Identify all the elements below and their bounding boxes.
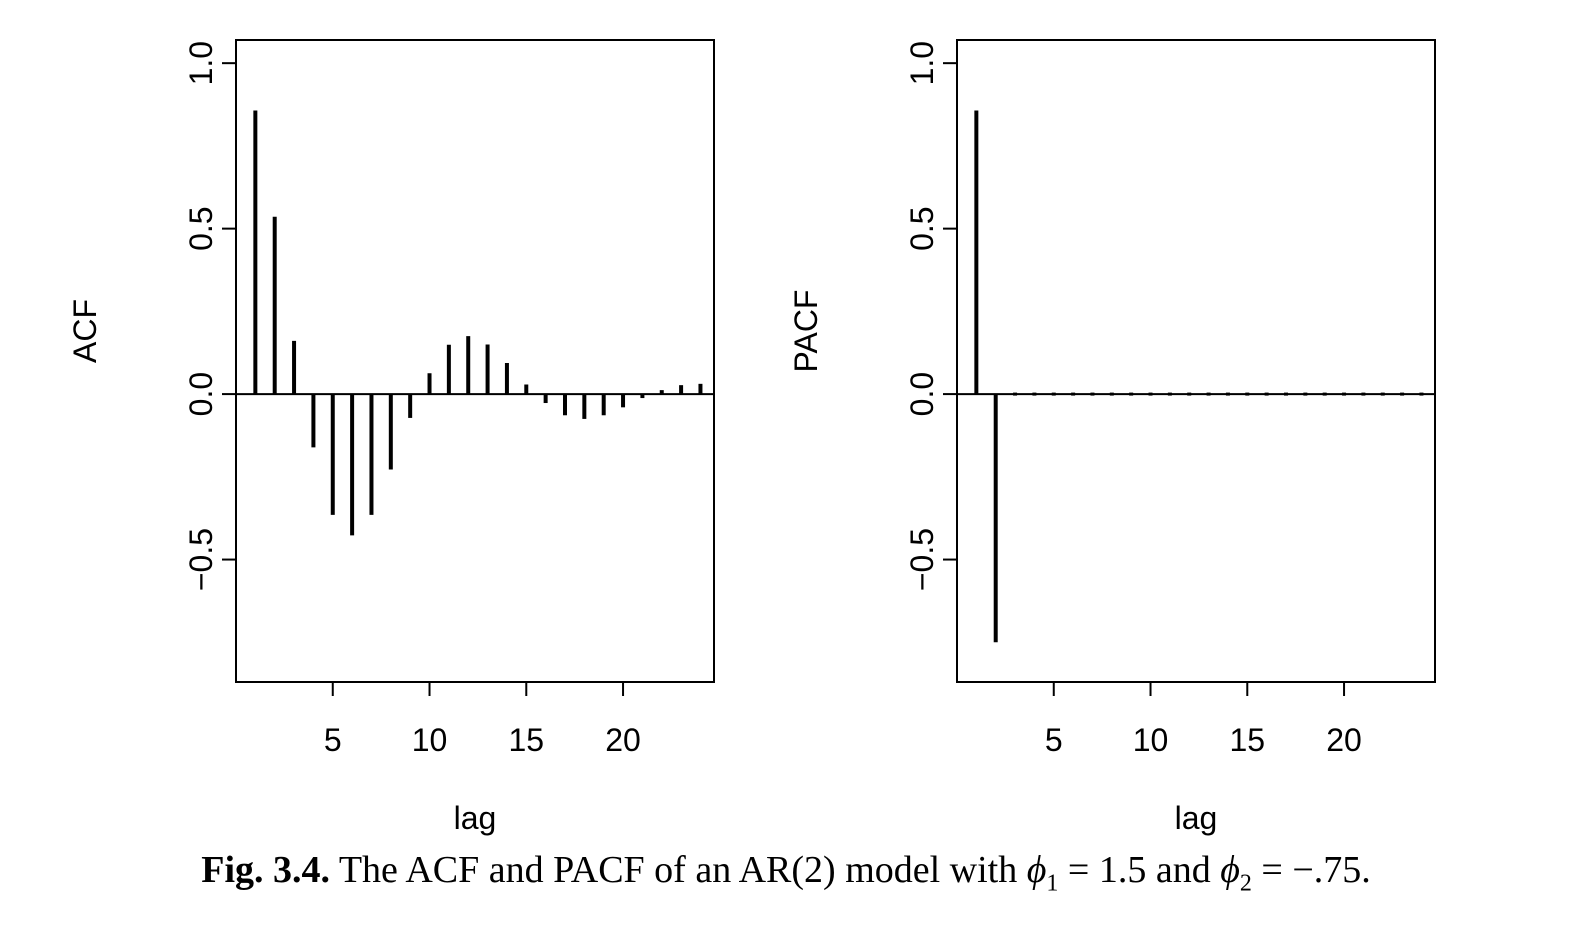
pacf-xtick-label: 15 — [1229, 722, 1265, 758]
caption-phi2-value: = −.75. — [1261, 849, 1371, 891]
acf-ylabel: ACF — [67, 299, 103, 363]
caption-phi2-subscript: 2 — [1239, 870, 1252, 897]
caption-phi1-subscript: 1 — [1046, 870, 1059, 897]
pacf-ytick-label: −0.5 — [904, 528, 940, 591]
acf-plot-frame — [235, 39, 715, 683]
acf-ytick-label: −0.5 — [183, 528, 219, 591]
pacf-ylabel: PACF — [788, 290, 824, 373]
pacf-ytick-label: 0.5 — [904, 206, 940, 250]
pacf-panel: −0.5 0.0 0.5 1.0 5 10 15 20 PACF lag — [788, 39, 1436, 836]
pacf-xtick-label: 10 — [1133, 722, 1169, 758]
acf-xlabel: lag — [454, 800, 497, 836]
pacf-xtick-label: 5 — [1045, 722, 1063, 758]
caption-phi1-value: = 1.5 and — [1067, 849, 1211, 891]
acf-xtick-label: 20 — [605, 722, 641, 758]
acf-panel: −0.5 0.0 0.5 1.0 5 10 15 20 ACF lag — [67, 39, 715, 836]
acf-xtick-label: 15 — [508, 722, 544, 758]
acf-ytick-label: 0.5 — [183, 206, 219, 250]
caption-phi1-symbol: ϕ — [1026, 849, 1047, 891]
acf-ytick-label: 1.0 — [183, 41, 219, 85]
caption-label: Fig. 3.4. — [201, 849, 331, 891]
pacf-xtick-label: 20 — [1326, 722, 1362, 758]
acf-ytick-label: 0.0 — [183, 372, 219, 416]
caption-text: The ACF and PACF of an AR(2) model with — [338, 849, 1018, 891]
acf-xtick-label: 5 — [324, 722, 342, 758]
pacf-plot-frame — [956, 39, 1436, 683]
acf-xtick-label: 10 — [412, 722, 448, 758]
pacf-ytick-label: 0.0 — [904, 372, 940, 416]
pacf-ytick-label: 1.0 — [904, 41, 940, 85]
caption-phi2-symbol: ϕ — [1220, 849, 1240, 891]
pacf-xlabel: lag — [1175, 800, 1218, 836]
figure-caption: Fig. 3.4. The ACF and PACF of an AR(2) m… — [0, 848, 1572, 898]
